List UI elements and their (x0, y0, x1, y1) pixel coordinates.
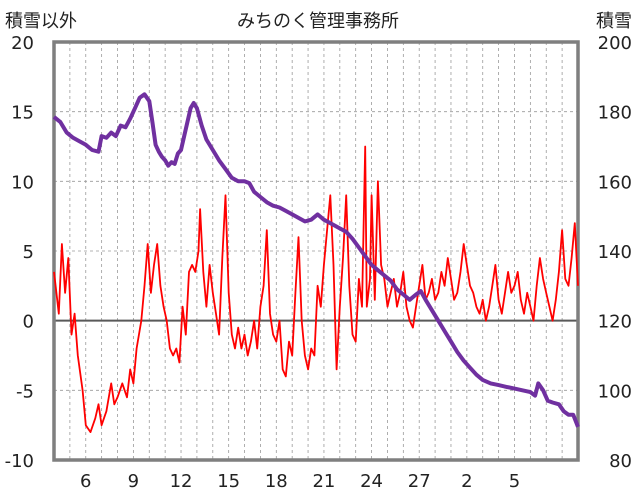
series-layer (52, 92, 580, 434)
right-tick-label: 80 (609, 451, 632, 472)
grid (54, 42, 578, 460)
right-tick-label: 180 (598, 103, 632, 124)
right-tick-label: 120 (598, 312, 632, 333)
chart-title: みちのく管理事務所 (237, 11, 399, 32)
left-tick-label: 5 (23, 242, 34, 263)
left-tick-label: -10 (5, 451, 34, 472)
plot-frame (52, 40, 580, 462)
tick-labels: 20 15 10 5 0 -5 -10 200 180 160 140 120 100 80 6 9 12 15 1… (5, 33, 632, 492)
left-tick-label: 10 (11, 172, 34, 193)
left-tick-label: -5 (16, 381, 34, 402)
x-tick-label: 6 (80, 471, 91, 492)
right-axis-label: 積雪 (596, 11, 632, 32)
x-tick-label: 2 (461, 471, 472, 492)
temperature-line (53, 145, 579, 434)
left-axis-label: 積雪以外 (5, 11, 77, 32)
snow-depth-line (52, 92, 580, 428)
left-tick-label: 15 (11, 103, 34, 124)
x-tick-label: 5 (509, 471, 520, 492)
x-tick-label: 18 (265, 471, 288, 492)
right-tick-label: 160 (598, 172, 632, 193)
x-tick-label: 9 (128, 471, 139, 492)
x-tick-label: 15 (217, 471, 240, 492)
right-tick-label: 200 (598, 33, 632, 54)
right-tick-label: 140 (598, 242, 632, 263)
right-tick-label: 100 (598, 381, 632, 402)
x-tick-label: 27 (408, 471, 431, 492)
left-tick-label: 0 (23, 312, 34, 333)
x-tick-label: 24 (360, 471, 383, 492)
x-tick-label: 12 (170, 471, 193, 492)
left-tick-label: 20 (11, 33, 34, 54)
x-tick-label: 21 (312, 471, 335, 492)
